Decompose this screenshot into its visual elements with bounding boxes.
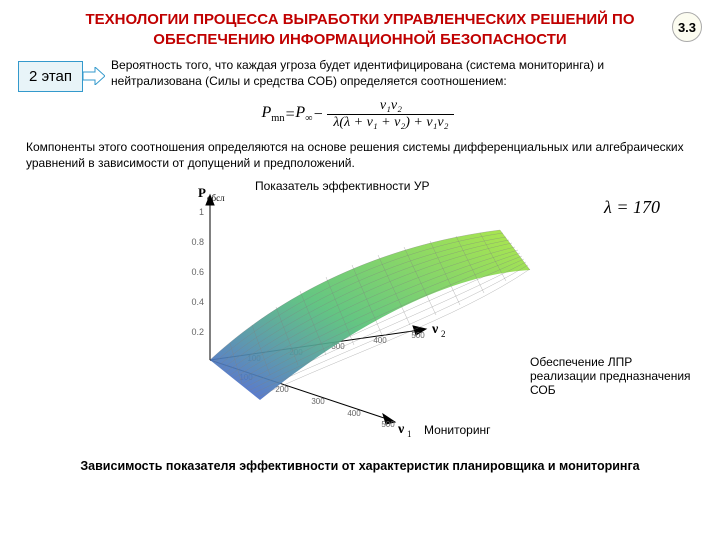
svg-text:P: P [198, 185, 206, 200]
section-badge: 3.3 [672, 12, 702, 42]
svg-text:0.6: 0.6 [191, 267, 204, 277]
stage-description: Вероятность того, что каждая угроза буде… [105, 57, 680, 89]
svg-text:обсл: обсл [207, 193, 225, 203]
chart-label-right: Обеспечение ЛПР реализации предназначени… [530, 355, 700, 397]
page-title: ТЕХНОЛОГИИ ПРОЦЕССА ВЫРАБОТКИ УПРАВЛЕНЧЕ… [0, 0, 720, 49]
stage-box: 2 этап [18, 61, 83, 92]
svg-text:2: 2 [441, 329, 446, 339]
chart-area: Показатель эффективности УР 0.2 0.4 0.6 … [0, 175, 720, 455]
arrow-right-icon [83, 67, 105, 85]
svg-text:0.4: 0.4 [191, 297, 204, 307]
svg-text:0.8: 0.8 [191, 237, 204, 247]
surface-chart: 0.2 0.4 0.6 0.8 1 100 200 300 400 500 10… [140, 175, 540, 445]
svg-text:500: 500 [381, 420, 395, 429]
svg-text:500: 500 [411, 331, 425, 340]
svg-text:400: 400 [347, 409, 361, 418]
stage-row: 2 этап Вероятность того, что каждая угро… [0, 49, 720, 92]
lambda-label: λ = 170 [604, 197, 660, 218]
svg-text:1: 1 [407, 429, 412, 439]
chart-label-bottom: Мониторинг [424, 423, 491, 437]
chart-caption: Зависимость показателя эффективности от … [0, 455, 720, 473]
formula: Pmn = P∞ − ν₁ν₂ λ(λ + ν₁ + ν₂) + ν₁ν₂ [0, 92, 720, 135]
svg-text:300: 300 [311, 397, 325, 406]
svg-text:ν: ν [397, 422, 405, 437]
svg-text:0.2: 0.2 [191, 327, 204, 337]
svg-text:1: 1 [199, 207, 204, 217]
svg-text:ν: ν [431, 322, 439, 337]
svg-text:400: 400 [373, 336, 387, 345]
svg-text:200: 200 [275, 385, 289, 394]
paragraph-components: Компоненты этого соотношения определяютс… [0, 135, 720, 175]
